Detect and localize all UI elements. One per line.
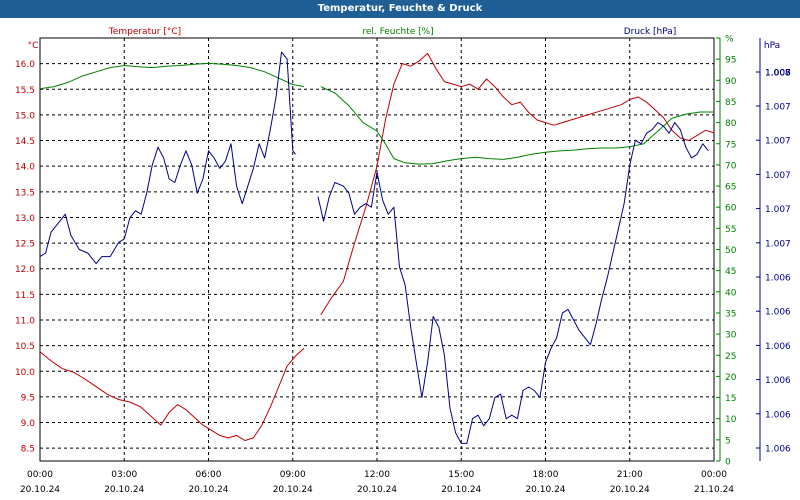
x-tick-time: 03:00 [111, 470, 137, 480]
pressure-line-segment-1 [39, 51, 296, 265]
x-tick-date: 20.10.24 [20, 485, 60, 495]
temperature-tick-label: 14.0 [15, 163, 35, 173]
x-tick-time: 15:00 [448, 470, 474, 480]
humidity-tick-label: 75 [725, 140, 736, 150]
pressure-tick-label: 1.008 [765, 69, 791, 79]
x-tick-time: 06:00 [196, 470, 222, 480]
temperature-unit: °C [28, 41, 39, 51]
x-tick-date: 20.10.24 [273, 485, 313, 495]
pressure-tick-label: 1.007 [765, 205, 791, 215]
temperature-tick-label: 12.5 [15, 240, 35, 250]
temperature-tick-label: 16.0 [15, 60, 35, 70]
pressure-tick-label: 1.006 [765, 308, 791, 318]
pressure-tick-label: 1.006 [765, 274, 791, 284]
temperature-tick-label: 8.5 [21, 445, 35, 455]
x-tick-time: 21:00 [617, 470, 643, 480]
x-tick-date: 20.10.24 [357, 485, 397, 495]
humidity-tick-label: 65 [725, 183, 736, 193]
temperature-tick-label: 9.0 [21, 419, 36, 429]
x-tick-time: 00:00 [701, 470, 727, 480]
humidity-tick-label: 40 [725, 288, 737, 298]
humidity-tick-label: 95 [725, 56, 736, 66]
temperature-tick-label: 13.5 [15, 188, 35, 198]
window-title: Temperatur, Feuchte & Druck [0, 0, 800, 18]
humidity-tick-label: 90 [725, 77, 737, 87]
humidity-tick-label: 25 [725, 352, 736, 362]
pressure-tick-label: 1.006 [765, 410, 791, 420]
pressure-tick-label: 1.007 [765, 171, 791, 181]
humidity-tick-label: 60 [725, 204, 737, 214]
humidity-tick-label: 20 [725, 373, 737, 383]
temperature-tick-label: 11.5 [15, 291, 35, 301]
pressure-tick-label: 1.007 [765, 103, 791, 113]
series-layer [39, 51, 715, 444]
pressure-axis-title: Druck [hPa] [624, 27, 677, 37]
temperature-tick-label: 9.5 [21, 393, 35, 403]
x-tick-date: 20.10.24 [104, 485, 144, 495]
temperature-tick-label: 15.5 [15, 86, 35, 96]
temperature-tick-label: 11.0 [15, 317, 35, 327]
pressure-tick-label: 1.007 [765, 69, 791, 79]
humidity-line-segment-1 [39, 62, 305, 90]
x-tick-date: 20.10.24 [525, 485, 565, 495]
temperature-line-segment-1 [39, 347, 305, 441]
x-tick-date: 21.10.24 [694, 485, 734, 495]
pressure-unit: hPa [764, 41, 780, 51]
pressure-tick-label: 1.008 [765, 69, 791, 79]
x-tick-time: 18:00 [533, 470, 559, 480]
humidity-tick-label: 45 [725, 267, 736, 277]
humidity-tick-label: 35 [725, 309, 736, 319]
humidity-tick-label: 55 [725, 225, 736, 235]
axes-layer: 8.5 9.0 9.5 10.0 10.5 11.0 11.5 12.0 12.5 13.0 13.… [15, 35, 791, 496]
pressure-tick-label: 1.006 [765, 445, 791, 455]
pressure-line-segment-2 [317, 122, 709, 444]
pressure-tick-label: 1.007 [765, 137, 791, 147]
pressure-tick-label: 1.008 [765, 69, 791, 79]
pressure-tick-label: 1.007 [765, 239, 791, 249]
temperature-tick-label: 10.0 [15, 368, 35, 378]
temperature-tick-label: 10.5 [15, 342, 35, 352]
humidity-tick-label: 50 [725, 246, 737, 256]
x-tick-date: 20.10.24 [188, 485, 228, 495]
x-tick-date: 20.10.24 [610, 485, 650, 495]
humidity-tick-label: 70 [725, 161, 737, 171]
temperature-axis-title: Temperatur [°C] [108, 27, 181, 37]
humidity-axis-title: rel. Feuchte [%] [362, 27, 433, 37]
temperature-tick-label: 12.0 [15, 265, 35, 275]
x-tick-time: 12:00 [364, 470, 390, 480]
humidity-tick-label: % [725, 35, 734, 45]
temperature-tick-label: 14.5 [15, 137, 35, 147]
temperature-tick-label: 13.0 [15, 214, 35, 224]
humidity-tick-label: 15 [725, 394, 736, 404]
pressure-tick-label: 1.006 [765, 376, 791, 386]
humidity-tick-label: 80 [725, 119, 737, 129]
x-tick-date: 20.10.24 [441, 485, 481, 495]
humidity-tick-label: 0 [725, 458, 731, 468]
x-tick-time: 00:00 [27, 470, 53, 480]
temperature-line-segment-2 [320, 52, 715, 316]
humidity-tick-label: 10 [725, 415, 737, 425]
humidity-tick-label: 30 [725, 331, 737, 341]
humidity-line-segment-2 [320, 86, 714, 165]
humidity-tick-label: 85 [725, 98, 736, 108]
humidity-tick-label: 5 [725, 436, 731, 446]
x-tick-time: 09:00 [280, 470, 306, 480]
temperature-tick-label: 15.0 [15, 111, 35, 121]
pressure-tick-label: 1.006 [765, 342, 791, 352]
